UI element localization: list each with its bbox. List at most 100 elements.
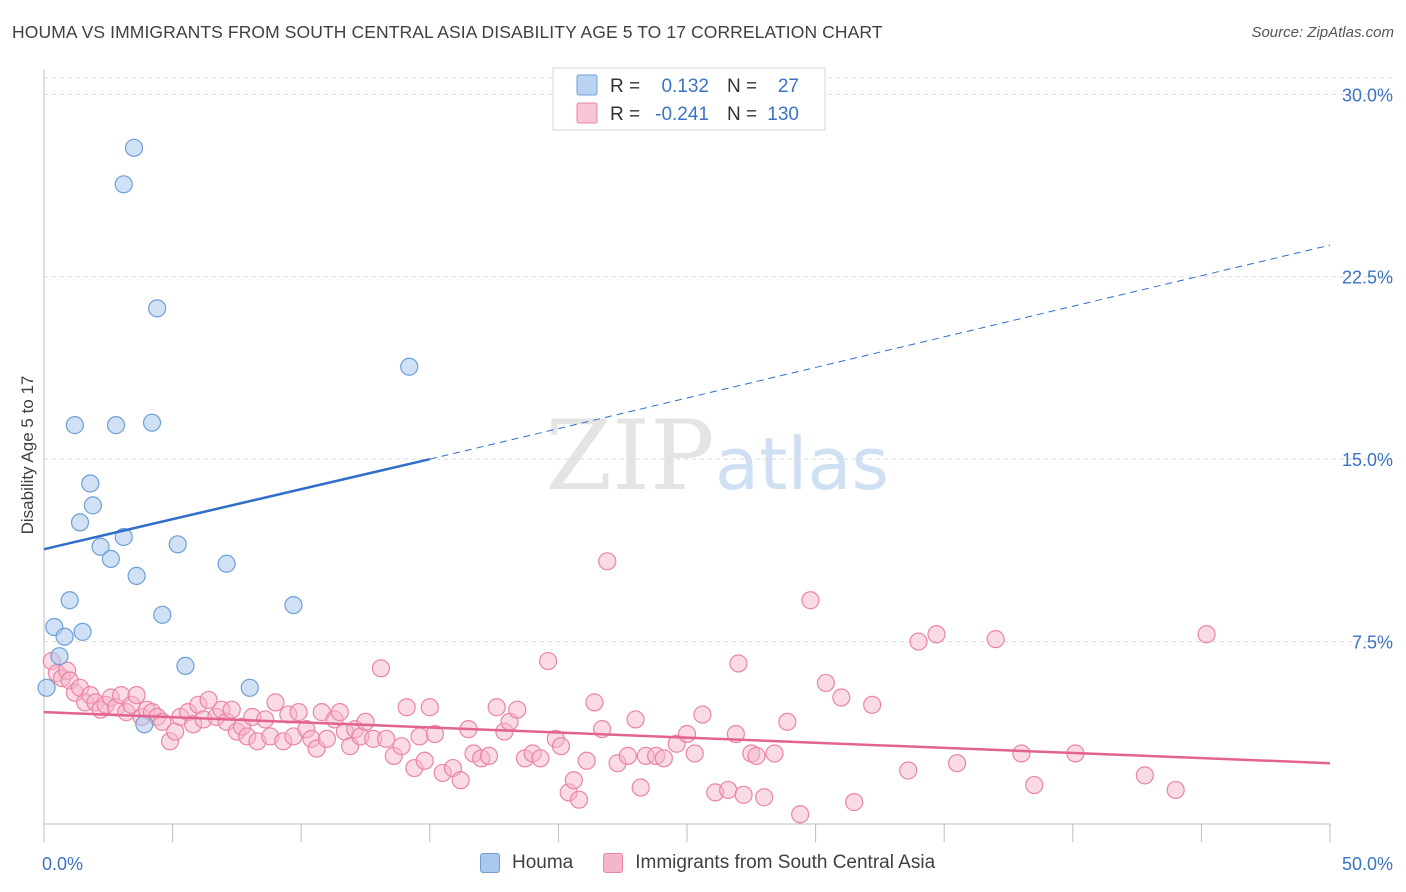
immigrants-point-69 bbox=[425, 724, 445, 744]
immigrants-point-121 bbox=[899, 761, 918, 780]
houma-point-20 bbox=[73, 622, 92, 641]
stats-swatch-0 bbox=[576, 74, 598, 96]
immigrants-point-63 bbox=[392, 737, 411, 756]
immigrants-point-109 bbox=[734, 785, 753, 804]
immigrants-point-51 bbox=[317, 729, 337, 748]
chart-title: HOUMA VS IMMIGRANTS FROM SOUTH CENTRAL A… bbox=[12, 22, 883, 42]
immigrants-point-103 bbox=[685, 744, 704, 763]
immigrants-point-96 bbox=[626, 710, 645, 729]
immigrants-point-120 bbox=[863, 695, 882, 714]
houma-point-6 bbox=[142, 413, 162, 432]
stats-n-value-0: 27 bbox=[778, 76, 799, 97]
immigrants-point-111 bbox=[747, 746, 766, 765]
immigrants-point-76 bbox=[479, 746, 499, 765]
immigrants-point-88 bbox=[564, 771, 583, 790]
immigrants-point-113 bbox=[765, 744, 784, 763]
y-tick-label-3: 30.0% bbox=[1342, 85, 1393, 105]
immigrants-point-60 bbox=[371, 659, 391, 678]
stats-n-value-1: 130 bbox=[767, 104, 799, 125]
immigrants-point-116 bbox=[801, 591, 820, 610]
x-tick-label-0: 0.0% bbox=[42, 854, 83, 874]
houma-point-14 bbox=[217, 554, 236, 573]
immigrants-point-95 bbox=[618, 746, 637, 765]
houma-point-9 bbox=[70, 513, 90, 532]
houma-point-5 bbox=[106, 416, 126, 435]
watermark-zip: ZIP bbox=[545, 400, 714, 512]
immigrants-point-64 bbox=[397, 698, 416, 717]
legend-item-immigrants: Immigrants from South Central Asia bbox=[603, 852, 935, 874]
houma-point-1 bbox=[114, 175, 133, 194]
immigrants-point-122 bbox=[909, 632, 928, 651]
immigrants-point-68 bbox=[420, 698, 439, 717]
stats-r-label-0: R = bbox=[610, 76, 640, 97]
immigrants-point-130 bbox=[1166, 780, 1185, 800]
houma-point-22 bbox=[176, 656, 195, 676]
y-tick-label-1: 15.0% bbox=[1342, 450, 1393, 470]
immigrants-point-34 bbox=[222, 700, 241, 719]
immigrants-point-102 bbox=[677, 724, 697, 744]
grid-lines bbox=[44, 77, 1392, 643]
immigrants-point-127 bbox=[1025, 775, 1044, 795]
immigrants-point-112 bbox=[755, 788, 774, 807]
immigrants-point-118 bbox=[832, 688, 851, 707]
immigrants-point-108 bbox=[729, 654, 748, 673]
immigrants-point-91 bbox=[585, 693, 604, 712]
source-label: Source: ZipAtlas.com bbox=[1251, 24, 1394, 41]
watermark: ZIP atlas bbox=[545, 400, 889, 512]
stats-n-label-0: N = bbox=[727, 76, 757, 97]
immigrants-point-46 bbox=[289, 703, 308, 722]
immigrants-point-61 bbox=[376, 729, 396, 748]
immigrants-point-40 bbox=[256, 710, 275, 729]
stats-n-label-1: N = bbox=[727, 104, 757, 125]
houma-trend-line bbox=[43, 457, 431, 551]
houma-trend-extension bbox=[429, 244, 1331, 460]
houma-point-0 bbox=[124, 138, 144, 157]
stats-r-value-0: 0.132 bbox=[661, 76, 709, 97]
houma-point-8 bbox=[83, 496, 102, 515]
houma-point-13 bbox=[101, 549, 120, 568]
houma-point-17 bbox=[284, 595, 303, 615]
houma-point-15 bbox=[127, 566, 146, 586]
immigrants-point-67 bbox=[415, 751, 434, 770]
immigrants-point-86 bbox=[551, 737, 571, 756]
immigrants-point-83 bbox=[531, 749, 550, 768]
immigrants-point-72 bbox=[451, 771, 470, 790]
y-tick-label-2: 22.5% bbox=[1342, 268, 1393, 288]
houma-point-4 bbox=[65, 416, 84, 435]
immigrants-point-97 bbox=[631, 778, 650, 797]
houma-point-16 bbox=[60, 591, 79, 610]
immigrants-point-77 bbox=[487, 698, 506, 717]
houma-point-2 bbox=[148, 299, 167, 318]
stats-swatch-1 bbox=[576, 102, 598, 124]
y-tick-label-0: 7.5% bbox=[1352, 633, 1393, 653]
houma-point-10 bbox=[91, 537, 110, 556]
immigrants-point-125 bbox=[986, 630, 1005, 649]
immigrants-point-58 bbox=[356, 712, 375, 731]
immigrants-point-119 bbox=[845, 793, 864, 812]
immigrants-point-90 bbox=[577, 751, 596, 770]
houma-point-23 bbox=[50, 647, 69, 666]
series-houma-points bbox=[37, 138, 419, 734]
stats-r-value-1: -0.241 bbox=[655, 104, 709, 125]
stats-legend: R = 0.132 N = 27 R = -0.241 N = 130 bbox=[552, 67, 826, 131]
tick-labels: 7.5% 15.0% 22.5% 30.0% 0.0% 50.0% bbox=[42, 85, 1393, 874]
houma-point-12 bbox=[168, 535, 187, 554]
immigrants-trend-line bbox=[43, 710, 1331, 765]
series-immigrants-points bbox=[42, 552, 1216, 824]
immigrants-point-114 bbox=[778, 712, 797, 731]
immigrants-point-106 bbox=[719, 780, 738, 800]
legend-swatch-immigrants bbox=[603, 853, 624, 873]
houma-point-26 bbox=[135, 715, 154, 734]
legend-label-houma: Houma bbox=[512, 852, 574, 873]
houma-point-24 bbox=[240, 678, 259, 697]
immigrants-point-100 bbox=[654, 749, 673, 768]
immigrants-point-124 bbox=[947, 754, 967, 773]
legend-label-immigrants: Immigrants from South Central Asia bbox=[635, 852, 936, 873]
stats-legend-box bbox=[552, 67, 826, 131]
legend-item-houma: Houma bbox=[480, 852, 573, 874]
immigrants-point-93 bbox=[598, 552, 617, 571]
immigrants-point-30 bbox=[199, 690, 218, 710]
houma-point-7 bbox=[81, 474, 100, 493]
immigrants-point-17 bbox=[127, 685, 146, 705]
